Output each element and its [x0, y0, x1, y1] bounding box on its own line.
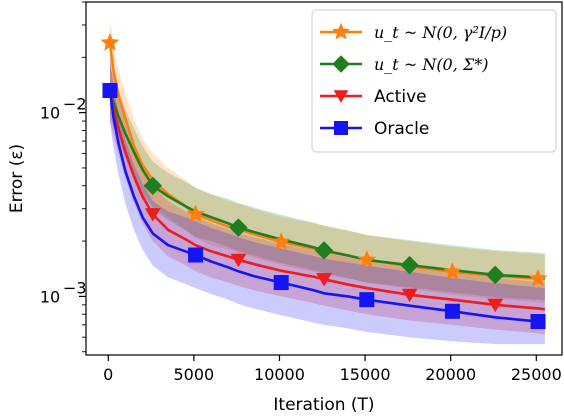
- confidence-bands: [109, 22, 545, 345]
- star-marker: [271, 232, 291, 250]
- square-marker: [273, 275, 289, 291]
- y-tick-label: 10: [40, 104, 60, 123]
- star-marker: [528, 268, 548, 287]
- square-marker: [334, 121, 348, 135]
- triangle-down-marker: [333, 90, 349, 103]
- diamond-marker: [400, 255, 419, 275]
- square-marker: [188, 247, 204, 263]
- legend: u_t ~ N(0, γ²I/p) u_t ~ N(0, Σ*) Active Ora…: [311, 9, 557, 153]
- x-tick-label: 20000: [425, 365, 476, 384]
- confidence-band: [109, 65, 545, 301]
- x-axis-label: Iteration (T): [273, 395, 374, 415]
- confidence-band: [109, 22, 545, 304]
- diamond-marker: [486, 265, 505, 285]
- x-tick-label: 15000: [340, 365, 391, 384]
- y-tick-exponent: −2: [63, 95, 87, 114]
- triangle-down-marker: [487, 298, 504, 313]
- y-axis: 10−310−2: [40, 1, 87, 353]
- diamond-marker: [229, 218, 248, 237]
- y-axis-label: Error (ε): [7, 144, 27, 213]
- confidence-band: [109, 24, 545, 335]
- square-marker: [444, 303, 460, 319]
- legend-label: u_t ~ N(0, Σ*): [374, 55, 488, 74]
- triangle-down-marker: [144, 208, 161, 222]
- x-tick-label: 25000: [511, 365, 562, 384]
- series-line: [108, 90, 545, 323]
- star-marker: [443, 262, 462, 280]
- diamond-marker: [332, 55, 350, 73]
- confidence-band: [109, 61, 545, 345]
- diamond-marker: [143, 176, 162, 195]
- x-tick-label: 0: [103, 365, 113, 384]
- y-tick-exponent: −3: [63, 278, 87, 297]
- legend-label: Active: [374, 87, 427, 107]
- x-tick-label: 10000: [254, 365, 305, 384]
- series-markers: [100, 32, 548, 330]
- y-tick-label: 10: [40, 287, 60, 306]
- triangle-down-marker: [230, 253, 247, 268]
- legend-box: [311, 9, 557, 153]
- legend-label: Oracle: [374, 119, 429, 139]
- x-tick-label: 5000: [174, 365, 215, 384]
- plot-frame: [85, 1, 563, 356]
- square-marker: [359, 292, 375, 308]
- triangle-down-marker: [401, 288, 418, 303]
- star-marker: [332, 22, 350, 40]
- square-marker: [530, 314, 546, 330]
- triangle-down-marker: [316, 273, 332, 287]
- star-marker: [186, 204, 205, 223]
- star-marker: [357, 250, 377, 268]
- diamond-marker: [314, 241, 334, 260]
- x-axis: 0 5000 10000 15000 20000 25000: [103, 355, 562, 384]
- star-marker: [100, 32, 120, 51]
- legend-label: u_t ~ N(0, γ²I/p): [374, 23, 507, 42]
- square-marker: [102, 82, 118, 98]
